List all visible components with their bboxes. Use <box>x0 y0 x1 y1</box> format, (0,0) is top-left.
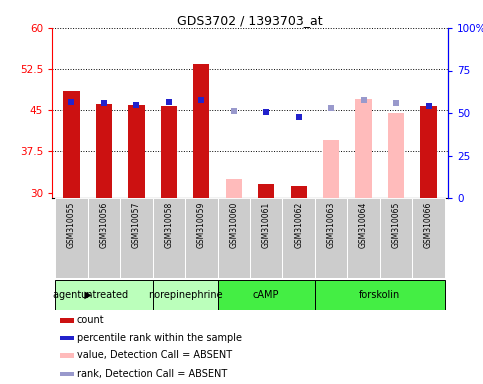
Bar <box>88 198 120 278</box>
Text: GSM310056: GSM310056 <box>99 202 109 248</box>
Bar <box>291 186 307 198</box>
Text: value, Detection Call = ABSENT: value, Detection Call = ABSENT <box>76 350 232 361</box>
Text: agent ▶: agent ▶ <box>53 290 91 300</box>
Text: rank, Detection Call = ABSENT: rank, Detection Call = ABSENT <box>76 369 227 379</box>
Text: GSM310055: GSM310055 <box>67 202 76 248</box>
Bar <box>217 280 315 310</box>
Bar <box>193 64 210 198</box>
Text: GSM310058: GSM310058 <box>164 202 173 248</box>
Bar <box>226 179 242 198</box>
Bar <box>258 184 274 198</box>
Text: untreated: untreated <box>80 290 128 300</box>
Text: GSM310064: GSM310064 <box>359 202 368 248</box>
Point <box>230 108 238 114</box>
Bar <box>55 198 88 278</box>
Text: percentile rank within the sample: percentile rank within the sample <box>76 333 242 343</box>
Bar <box>55 280 153 310</box>
Text: GSM310065: GSM310065 <box>392 202 400 248</box>
Bar <box>60 318 74 323</box>
Bar <box>315 280 445 310</box>
Bar <box>323 141 339 198</box>
Title: GDS3702 / 1393703_at: GDS3702 / 1393703_at <box>177 14 323 27</box>
Text: GSM310059: GSM310059 <box>197 202 206 248</box>
Bar <box>347 198 380 278</box>
Text: GSM310063: GSM310063 <box>327 202 336 248</box>
Point <box>360 97 368 103</box>
Text: GSM310066: GSM310066 <box>424 202 433 248</box>
Point <box>392 100 400 106</box>
Point <box>165 99 173 105</box>
Text: cAMP: cAMP <box>253 290 280 300</box>
Point <box>425 103 432 109</box>
Bar <box>161 106 177 198</box>
Bar <box>60 336 74 340</box>
Text: GSM310060: GSM310060 <box>229 202 238 248</box>
Bar <box>420 106 437 198</box>
Bar <box>250 198 283 278</box>
Bar <box>217 198 250 278</box>
Text: norepinephrine: norepinephrine <box>148 290 222 300</box>
Bar <box>120 198 153 278</box>
Point <box>68 99 75 105</box>
Point <box>262 109 270 115</box>
Bar <box>153 280 217 310</box>
Bar <box>388 113 404 198</box>
Bar <box>185 198 217 278</box>
Text: GSM310057: GSM310057 <box>132 202 141 248</box>
Bar <box>96 104 112 198</box>
Text: forskolin: forskolin <box>359 290 400 300</box>
Bar <box>315 198 347 278</box>
Point <box>327 104 335 111</box>
Bar <box>60 353 74 358</box>
Bar <box>128 105 144 198</box>
Bar <box>153 198 185 278</box>
Bar <box>60 371 74 376</box>
Point <box>100 100 108 106</box>
Bar <box>63 91 80 198</box>
Bar <box>283 198 315 278</box>
Bar <box>355 99 372 198</box>
Point <box>198 97 205 103</box>
Text: GSM310061: GSM310061 <box>262 202 271 248</box>
Text: GSM310062: GSM310062 <box>294 202 303 248</box>
Bar <box>412 198 445 278</box>
Bar <box>380 198 412 278</box>
Point <box>132 102 140 108</box>
Text: count: count <box>76 315 104 325</box>
Point <box>295 114 302 120</box>
